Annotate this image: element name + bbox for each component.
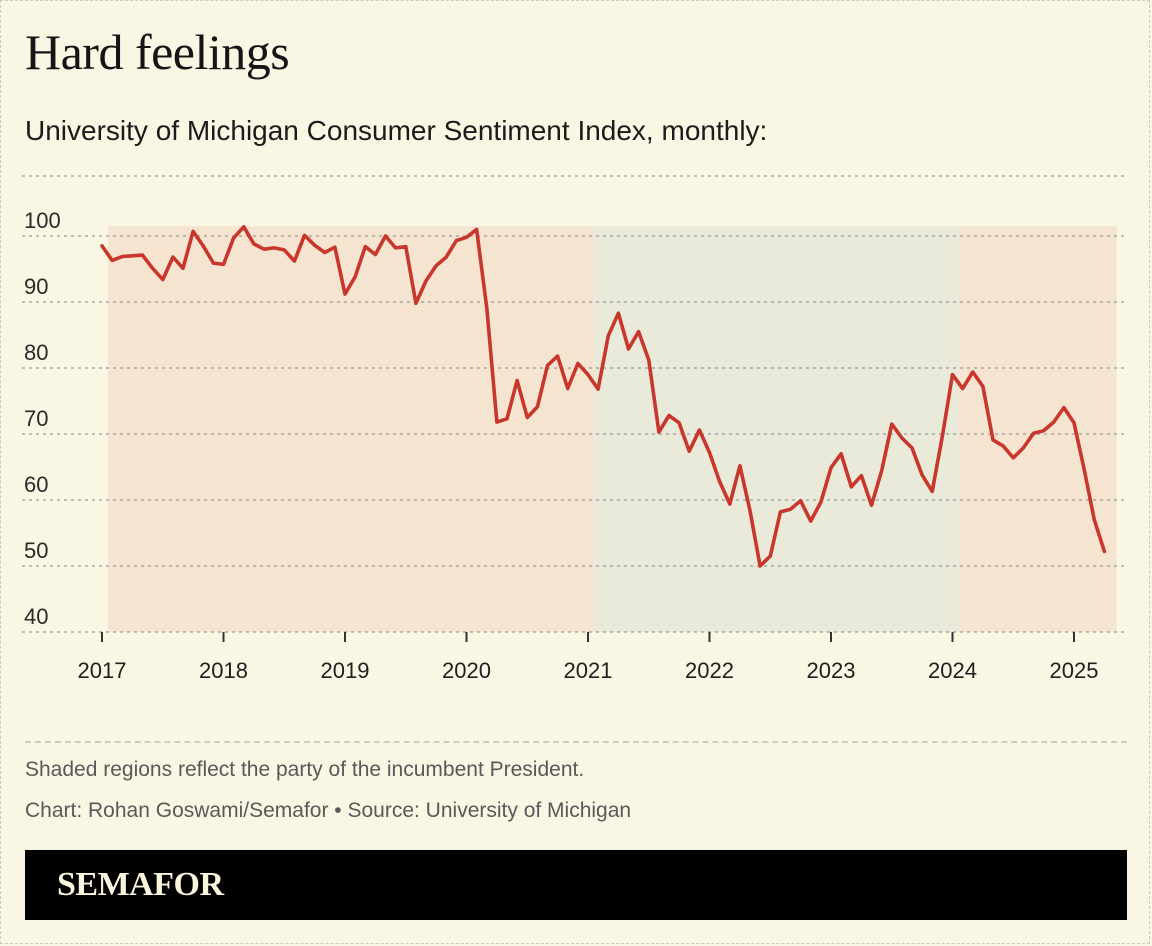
series-layer: [100, 225, 1107, 568]
x-tick-label: 2022: [685, 658, 734, 683]
x-tick-label: 2024: [928, 658, 977, 683]
y-tick-label: 80: [24, 340, 48, 365]
x-tick-label: 2019: [321, 658, 370, 683]
y-tick-label: 100: [24, 208, 61, 233]
y-tick-label: 40: [24, 604, 48, 629]
shading-note: Shaded regions reflect the party of the …: [25, 758, 585, 781]
shade-republican: [958, 226, 1117, 632]
chart-title: Hard feelings: [25, 24, 290, 80]
line-chart: 40 50 60 70 80 90 100 2017 2018 2019 2020 2021 2022…: [22, 175, 1128, 683]
shade-republican: [108, 226, 595, 632]
chart-subtitle: University of Michigan Consumer Sentimen…: [25, 115, 768, 146]
footer-divider: [25, 741, 1127, 743]
y-tick-label: 90: [24, 274, 48, 299]
x-tick-label: 2020: [442, 658, 491, 683]
x-tick-label: 2025: [1050, 658, 1099, 683]
x-tick-label: 2023: [807, 658, 856, 683]
shade-democrat: [594, 226, 959, 632]
x-tick-label: 2021: [564, 658, 613, 683]
series-line-sentiment: [100, 225, 1107, 568]
shaded-regions: [108, 226, 1117, 632]
y-tick-label: 70: [24, 406, 48, 431]
x-tick-label: 2018: [199, 658, 248, 683]
source-credit: Chart: Rohan Goswami/Semafor • Source: U…: [25, 799, 632, 822]
semafor-logo: SEMAFOR: [57, 866, 224, 903]
gridlines: [22, 175, 1128, 633]
x-tick-label: 2017: [78, 658, 127, 683]
brand-footer-bar: SEMAFOR: [25, 850, 1127, 920]
y-tick-label: 60: [24, 472, 48, 497]
x-axis-ticks: 2017 2018 2019 2020 2021 2022 2023 2024 2025: [78, 632, 1099, 683]
y-axis-tick-labels: 40 50 60 70 80 90 100: [24, 208, 61, 629]
y-tick-label: 50: [24, 538, 48, 563]
